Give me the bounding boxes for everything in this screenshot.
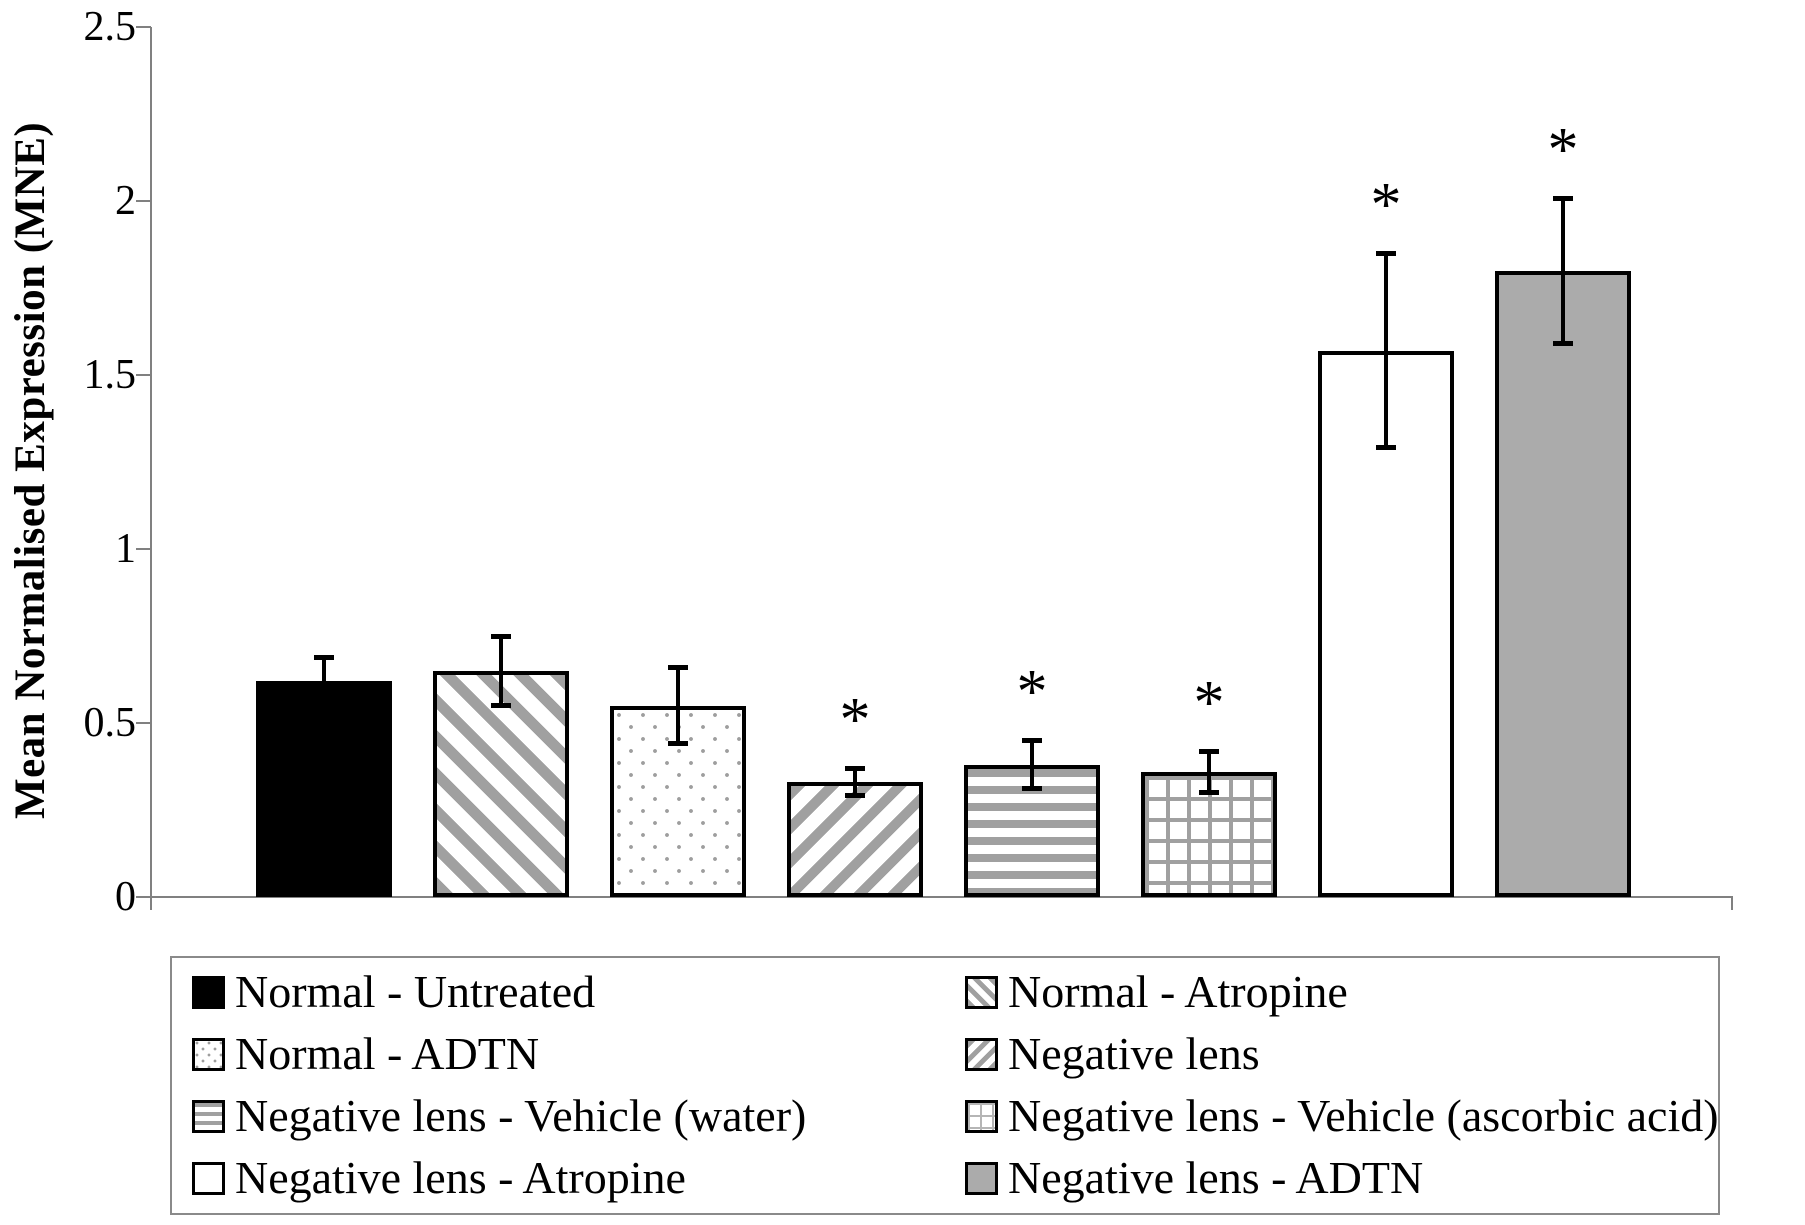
y-axis-tick [136,26,151,28]
error-bar-line [853,768,857,797]
legend-marker [192,1037,225,1071]
error-bar-line [676,667,680,744]
legend-marker [965,1161,998,1195]
error-bar-line [1384,253,1388,449]
error-bar-cap-bottom [1022,786,1042,792]
legend-item: Negative lens - Vehicle (water) [192,1091,965,1141]
error-bar-line [322,656,326,706]
legend-item: Normal - Untreated [192,967,965,1017]
significance-asterisk: * [1016,658,1048,727]
y-tick-label: 2 [115,178,136,224]
y-axis-tick [136,722,151,724]
legend-marker [965,975,998,1009]
bar [1495,270,1631,897]
legend-item-label: Negative lens - Vehicle (ascorbic acid) [1008,1090,1719,1141]
significance-asterisk: * [1547,115,1579,184]
error-bar-cap-bottom [668,740,688,746]
error-bar-cap-top [845,766,865,772]
significance-asterisk: * [839,686,871,755]
legend-marker [192,975,225,1009]
legend-marker [192,1099,225,1133]
significance-asterisk: * [1193,668,1225,737]
y-axis-tick [136,200,151,202]
bar [787,782,923,897]
y-tick-label: 2.5 [83,4,137,50]
error-bar-cap-top [1022,738,1042,744]
error-bar-cap-bottom [1376,445,1396,451]
error-bar-cap-bottom [845,793,865,799]
y-tick-label: 0 [115,874,136,920]
y-tick-label: 1 [115,526,136,572]
bar [433,670,569,897]
x-axis-end-tick [1731,897,1733,910]
y-axis-tick [136,374,151,376]
legend-item-label: Normal - ADTN [235,1028,540,1079]
legend-item: Normal - Atropine [965,967,1719,1017]
legend-marker [965,1037,998,1071]
legend-item: Negative lens [965,1029,1719,1079]
error-bar-cap-bottom [491,702,511,708]
error-bar-cap-bottom [314,702,334,708]
error-bar-cap-top [1553,195,1573,201]
error-bar-cap-top [1199,748,1219,754]
legend-item: Negative lens - Atropine [192,1153,965,1203]
legend-item-label: Negative lens - Atropine [235,1152,686,1203]
bar [256,681,392,897]
bar [1141,771,1277,897]
legend-item-label: Normal - Atropine [1008,966,1348,1017]
y-tick-label: 0.5 [83,700,137,746]
y-axis-line [150,27,152,910]
legend-item-label: Negative lens - Vehicle (water) [235,1090,807,1141]
error-bar-cap-top [668,665,688,671]
error-bar-cap-top [314,654,334,660]
x-axis-line [151,896,1733,898]
error-bar-cap-bottom [1553,340,1573,346]
legend-item: Negative lens - ADTN [965,1153,1719,1203]
legend-marker [192,1161,225,1195]
legend: Normal - Untreated Normal - Atropine Norma… [170,956,1720,1215]
bar [610,705,746,897]
significance-asterisk: * [1370,171,1402,240]
error-bar-cap-top [1376,251,1396,257]
y-axis-tick [136,548,151,550]
error-bar-cap-bottom [1199,789,1219,795]
legend-item-label: Negative lens [1008,1028,1260,1079]
error-bar-line [1561,197,1565,344]
legend-item-label: Normal - Untreated [235,966,596,1017]
error-bar-cap-top [491,634,511,639]
legend-item-label: Negative lens - ADTN [1008,1152,1424,1203]
y-axis-tick [136,896,151,898]
legend-item: Negative lens - Vehicle (ascorbic acid) [965,1091,1719,1141]
legend-marker [965,1099,998,1133]
error-bar-line [1207,750,1211,793]
error-bar-line [499,636,503,706]
legend-item: Normal - ADTN [192,1029,965,1079]
error-bar-line [1030,740,1034,790]
y-tick-label: 1.5 [83,352,137,398]
